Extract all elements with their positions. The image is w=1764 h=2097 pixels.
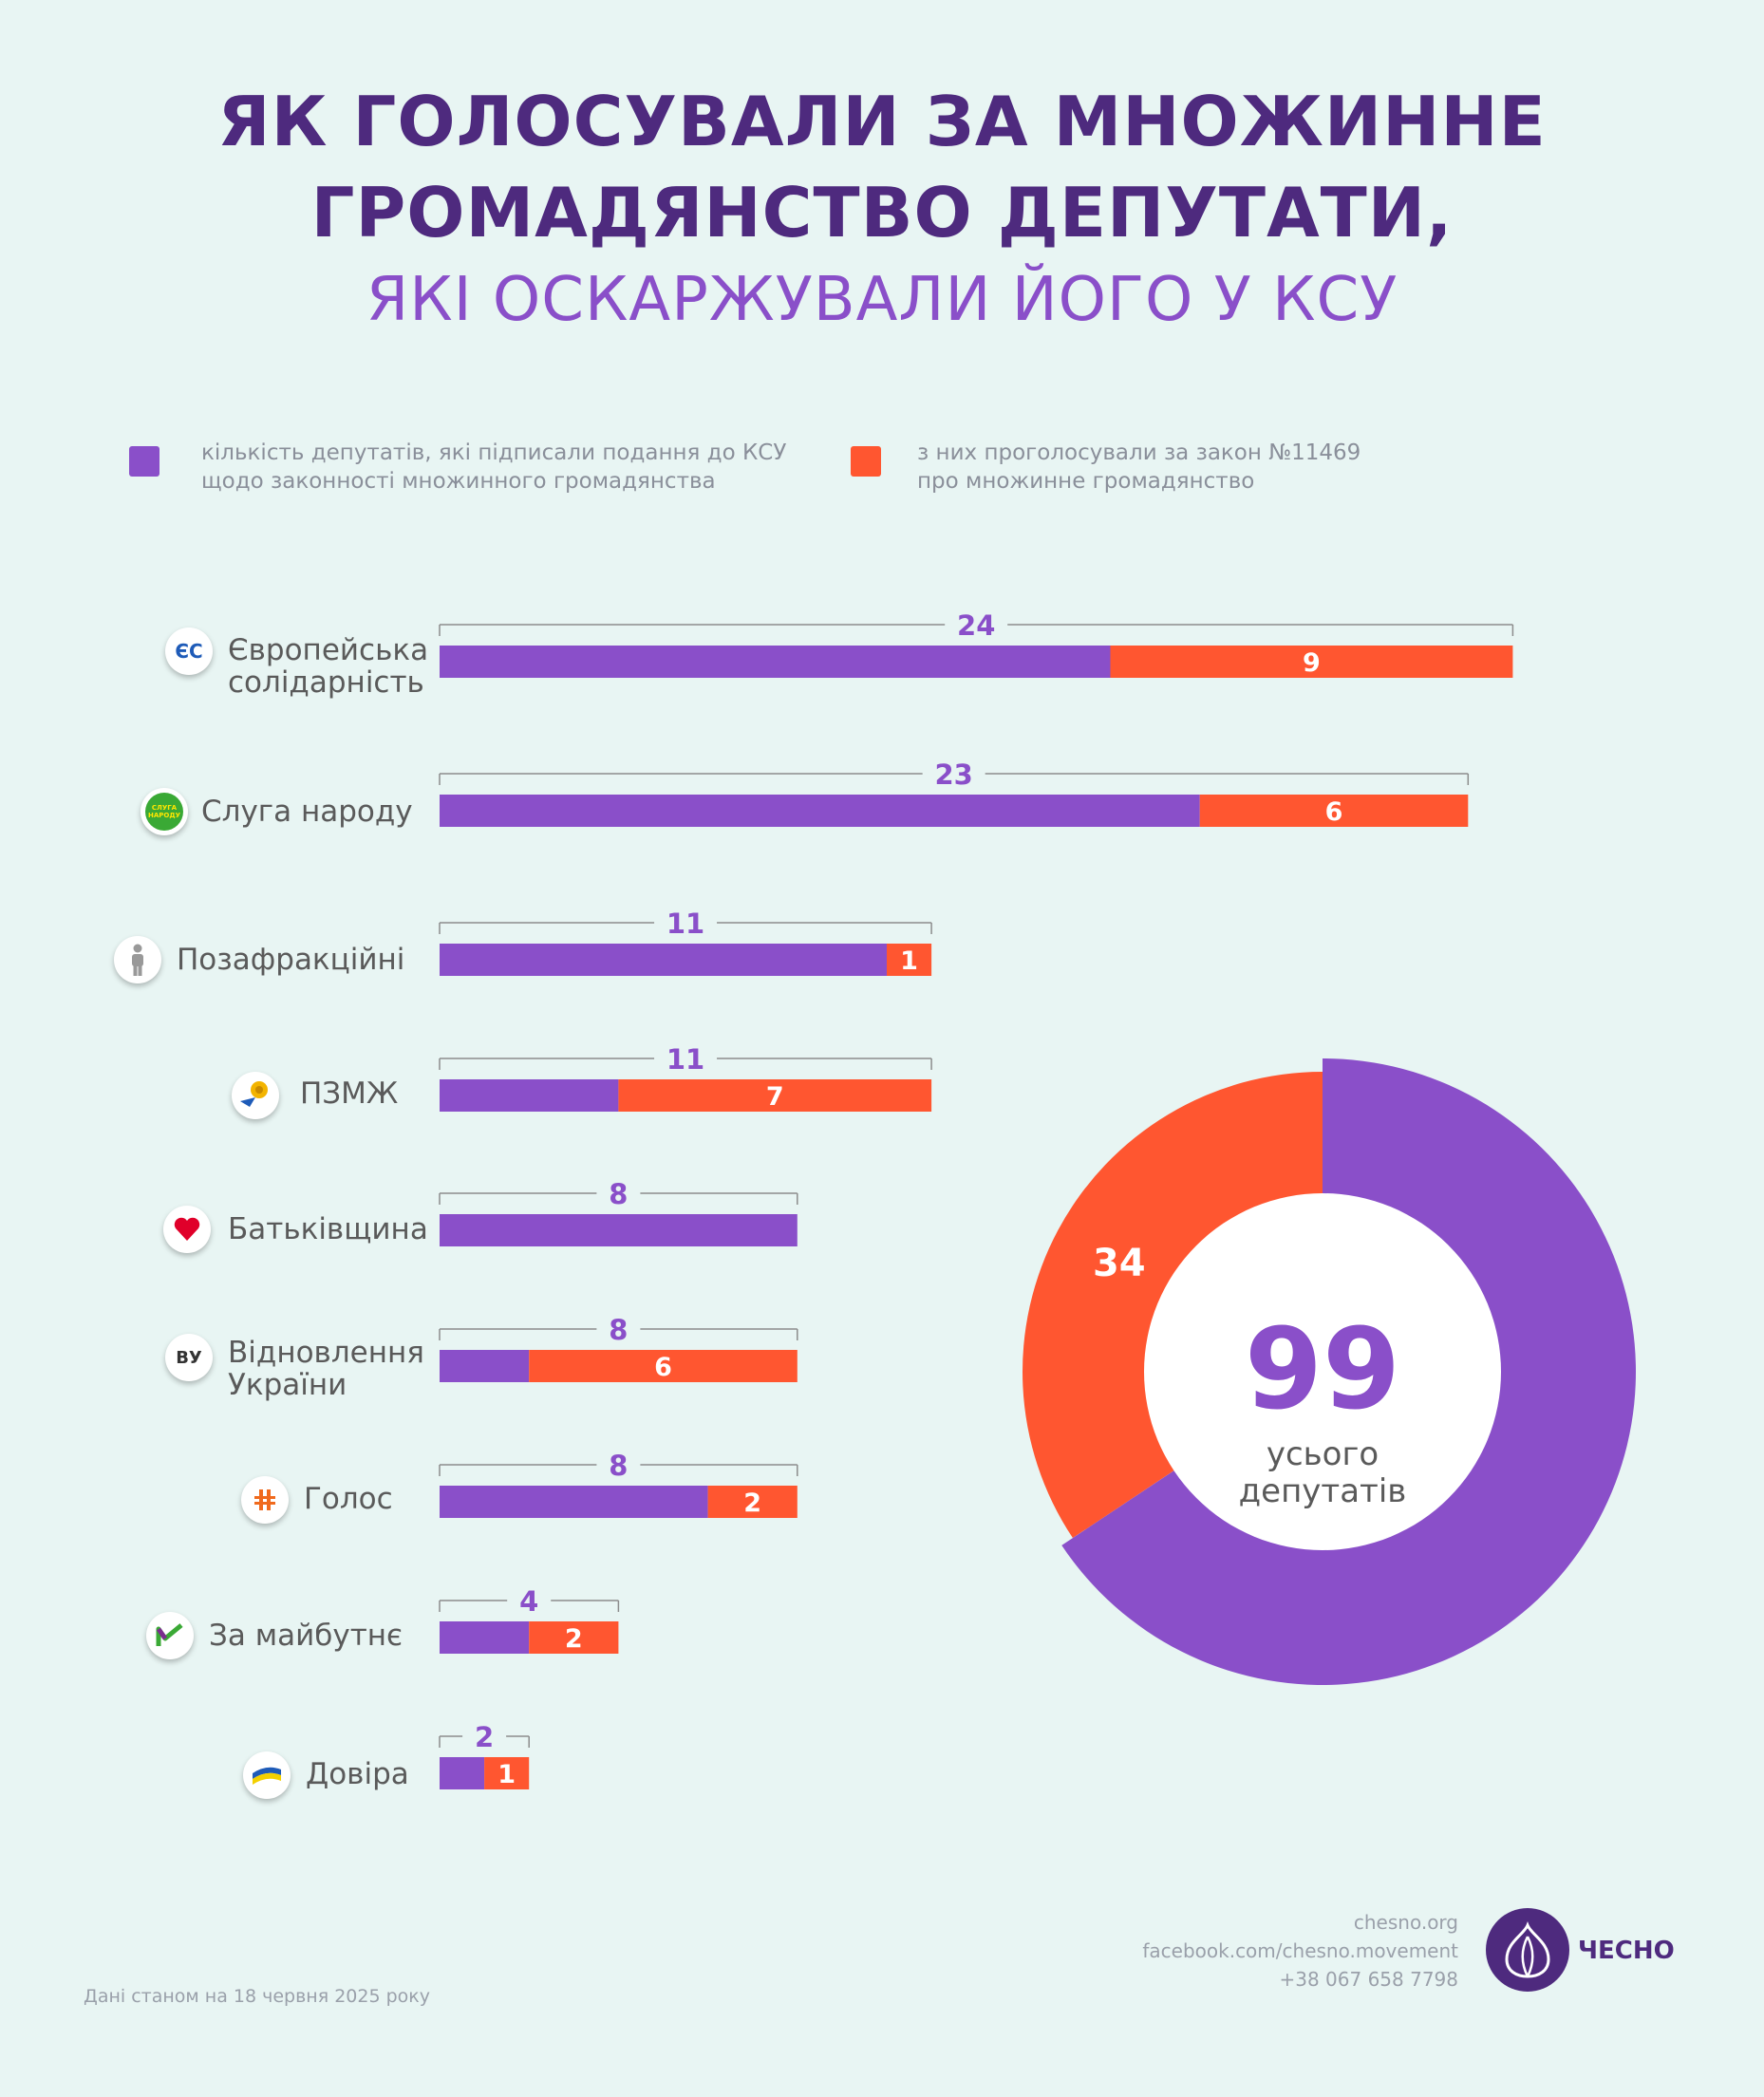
bar-signed-2 [440,944,887,976]
party-label-0-line1: Європейська [228,633,429,667]
donut-center-label-line1: усього [1267,1435,1379,1473]
bar-total-label-3: 11 [666,1043,704,1076]
bar-total-label-5: 8 [609,1314,628,1346]
legend-signed-text: кількість депутатів, які підписали подан… [201,439,786,496]
holos-logo-icon [241,1476,289,1524]
bar-total-label-4: 8 [609,1178,628,1210]
title-line-2: ГРОМАДЯНСТВО ДЕПУТАТИ, [310,173,1454,253]
sunflower-icon [240,1081,268,1107]
bar-signed-7 [440,1621,530,1654]
bar-signed-8 [440,1757,485,1789]
party-label-7: За майбутнє [209,1619,403,1653]
bar-voted-label-3: 7 [766,1082,784,1112]
bar-signed-0 [440,646,1111,678]
party-label-5-line2: України [228,1368,347,1402]
bar-voted-label-1: 6 [1325,797,1343,827]
legend-signed-line1: кількість депутатів, які підписали подан… [201,440,787,465]
bar-voted-1 [1199,795,1469,827]
chesno-logo-icon [1486,1908,1569,1992]
legend-voted-text: з них проголосували за закон №11469 про … [917,439,1361,496]
footer-phone: +38 067 658 7798 [1279,1968,1458,1991]
vu-logo-icon: ВУ [165,1334,213,1381]
footer-contacts: chesno.org facebook.com/chesno.movement … [1142,1908,1458,1994]
bar-voted-5 [529,1350,798,1382]
bar-voted-label-7: 2 [565,1624,583,1654]
legend-swatch-signed [129,446,160,477]
eu-solidarity-logo-icon: ЄС [165,627,213,675]
pzmzh-logo-icon [232,1072,279,1119]
footer-site[interactable]: chesno.org [1353,1911,1458,1934]
party-label-6: Голос [304,1482,393,1516]
title-line-1: ЯК ГОЛОСУВАЛИ ЗА МНОЖИННЕ [217,82,1547,161]
date-note: Дані станом на 18 червня 2025 року [84,1986,430,2007]
brand-name: ЧЕСНО [1578,1937,1675,1965]
bar-signed-4 [440,1214,798,1246]
party-label-0-line2: солідарність [228,665,424,700]
bar-total-label-2: 11 [666,908,704,940]
party-label-3: ПЗМЖ [300,1077,399,1111]
m-check-glyph-icon [156,1623,183,1646]
garlic-icon [1505,1920,1550,1978]
dovira-logo-icon [243,1751,291,1799]
flag-wave-icon [253,1767,281,1785]
donut-slice-voted-label: 34 [1093,1242,1146,1285]
za-maibutne-logo-icon [146,1612,194,1659]
bar-total-label-7: 4 [519,1585,538,1618]
subtitle: ЯКІ ОСКАРЖУВАЛИ ЙОГО У КСУ [366,265,1398,335]
bar-voted-label-2: 1 [900,946,918,976]
bar-total-label-1: 23 [934,758,972,791]
hash-glyph-icon [254,1489,275,1510]
donut-center-label-line2: депутатів [1239,1472,1407,1510]
servant-of-the-people-circle: СЛУГА НАРОДУ [145,793,183,831]
party-label-2: Позафракційні [177,943,405,977]
party-label-0: Європейська солідарність [228,634,428,699]
bar-voted-8 [484,1757,530,1789]
bar-voted-7 [529,1621,619,1654]
legend-voted-line2: про множинне громадянство [917,469,1255,494]
heart-glyph-icon [174,1217,200,1241]
bar-voted-label-0: 9 [1303,648,1321,678]
party-label-5: Відновлення України [228,1337,424,1401]
donut-slice-remaining [1061,1058,1637,1685]
legend-voted-line1: з них проголосували за закон №11469 [917,440,1361,465]
bar-total-label-6: 8 [609,1450,628,1482]
bar-voted-label-6: 2 [743,1488,761,1518]
footer-facebook[interactable]: facebook.com/chesno.movement [1142,1939,1458,1962]
bar-voted-6 [707,1486,798,1518]
bar-total-label-0: 24 [957,609,995,642]
party-label-4: Батьківщина [228,1212,428,1246]
bar-voted-2 [887,944,932,976]
servant-of-the-people-logo-icon: СЛУГА НАРОДУ [141,788,188,835]
heart-logo-icon [163,1206,211,1253]
bar-total-label-8: 2 [475,1721,494,1753]
donut-center [1144,1193,1501,1550]
bar-voted-label-5: 6 [654,1353,672,1382]
bar-voted-3 [618,1079,932,1112]
bar-voted-0 [1110,646,1513,678]
bar-signed-1 [440,795,1200,827]
person-glyph-icon [132,944,143,976]
bar-voted-label-8: 1 [497,1760,516,1789]
bar-signed-3 [440,1079,619,1112]
person-icon [114,936,161,983]
legend-swatch-voted [851,446,881,477]
donut-total-value: 99 [1245,1303,1400,1434]
bar-signed-6 [440,1486,708,1518]
party-label-8: Довіра [306,1757,409,1791]
bar-signed-5 [440,1350,530,1382]
legend-signed-line2: щодо законності множинного громадянства [201,469,716,494]
party-label-5-line1: Відновлення [228,1336,424,1370]
party-label-1: Слуга народу [201,795,413,829]
